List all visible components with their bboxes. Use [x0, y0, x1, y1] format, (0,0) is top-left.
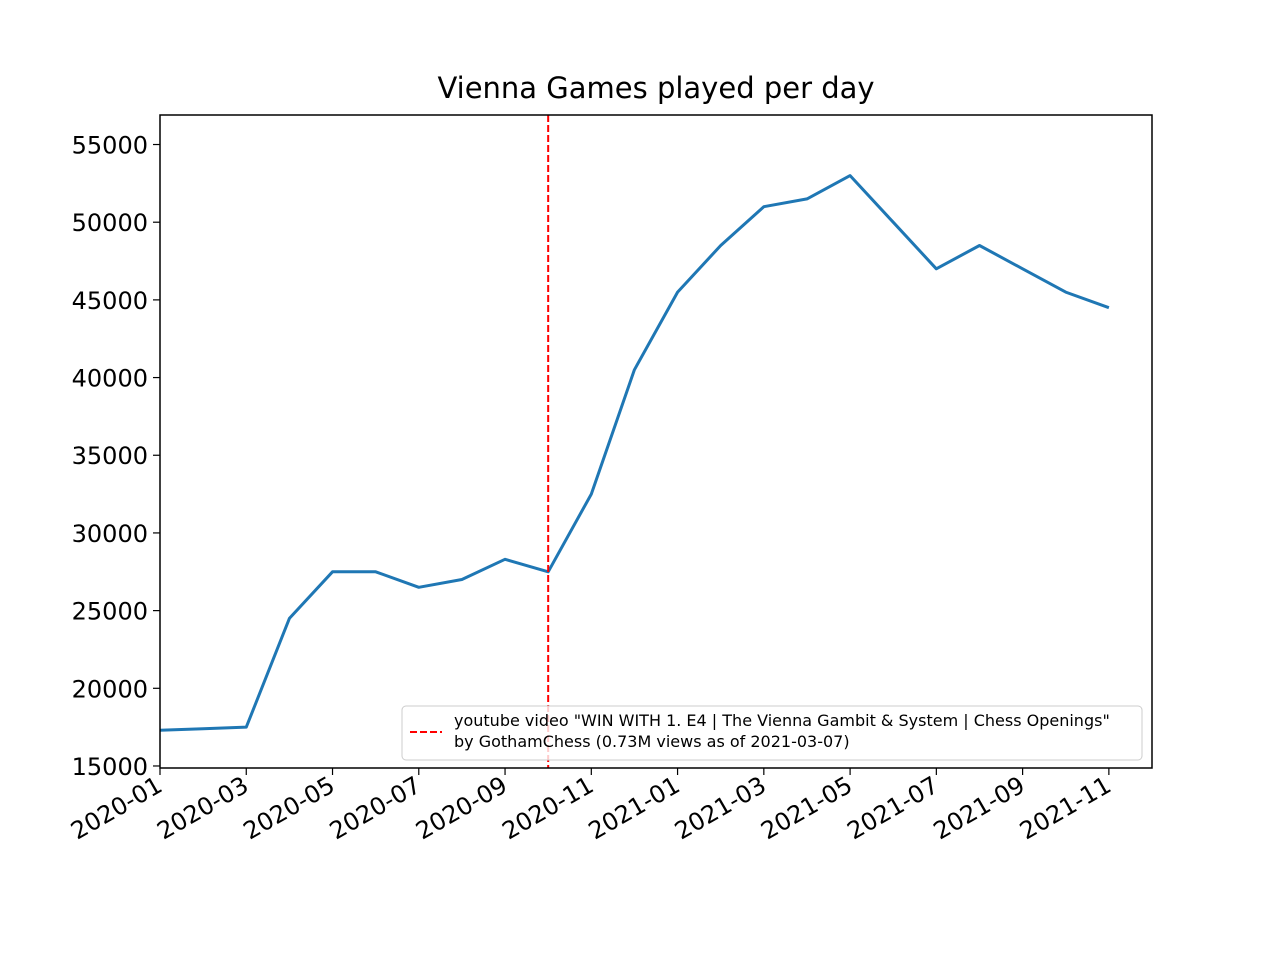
y-tick-label: 15000	[72, 753, 148, 781]
data-line	[159, 174, 1110, 732]
y-tick-label: 55000	[72, 132, 148, 160]
y-tick-label: 45000	[72, 287, 148, 315]
y-tick-label: 25000	[72, 598, 148, 626]
chart-title: Vienna Games played per day	[437, 71, 874, 105]
x-tick-label: 2021-11	[1015, 771, 1116, 845]
y-tick-label: 20000	[72, 675, 148, 703]
x-tick-label: 2021-03	[670, 771, 771, 845]
y-tick-label: 50000	[72, 209, 148, 237]
legend-box	[401, 705, 1143, 761]
x-tick-label: 2020-07	[325, 771, 426, 845]
y-tick-label: 40000	[72, 365, 148, 393]
y-tick-label: 30000	[72, 520, 148, 548]
legend: youtube video "WIN WITH 1. E4 | The Vien…	[401, 705, 1143, 761]
x-tick-label: 2021-01	[584, 771, 685, 845]
x-tick-label: 2020-03	[152, 771, 253, 845]
x-tick-label: 2020-05	[239, 771, 340, 845]
legend-text: by GothamChess (0.73M views as of 2021-0…	[454, 732, 850, 751]
x-tick-label: 2020-11	[497, 771, 598, 845]
plot-frame	[159, 114, 1153, 769]
x-tick-label: 2020-01	[66, 771, 167, 845]
x-tick-label: 2021-07	[843, 771, 944, 845]
x-tick-label: 2021-09	[929, 771, 1030, 845]
y-tick-label: 35000	[72, 442, 148, 470]
x-tick-label: 2021-05	[756, 771, 857, 845]
legend-text: youtube video "WIN WITH 1. E4 | The Vien…	[454, 711, 1110, 730]
x-tick-label: 2020-09	[411, 771, 512, 845]
